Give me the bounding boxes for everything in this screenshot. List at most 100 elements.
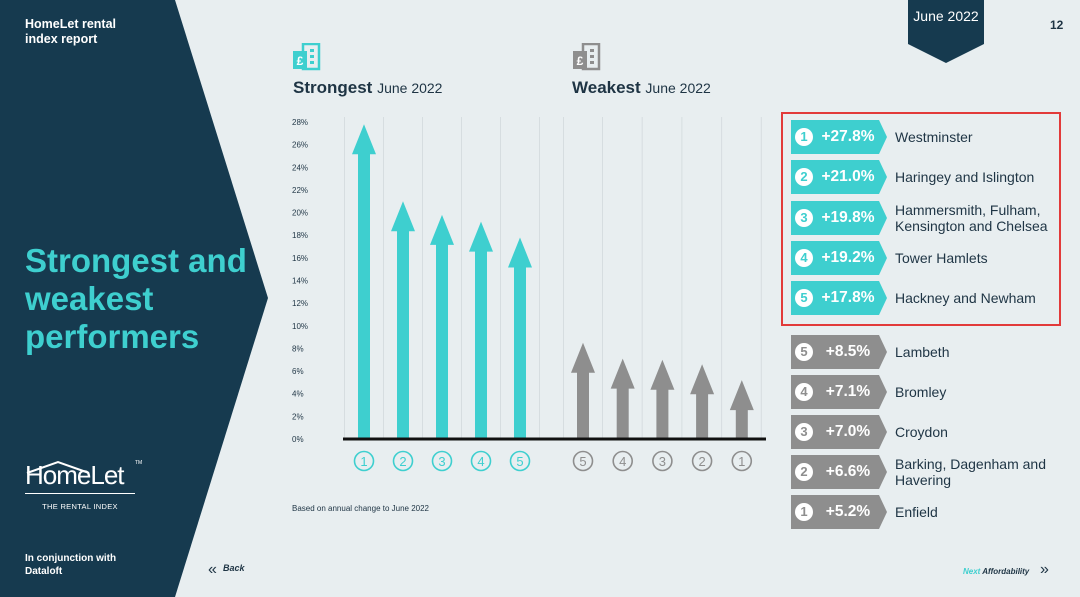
tag-shape [791,160,887,195]
category-circle [509,450,531,472]
strongest-highlight-box [781,112,1061,326]
y-tick-label: 14% [292,277,308,286]
next-link[interactable]: Next Affordability [963,567,1029,576]
next-label: Affordability [982,567,1030,576]
category-circle [691,450,713,472]
strongest-subtitle: June 2022 [377,80,443,96]
weakest-rank-row: 4 +7.1% Bromley [791,375,1063,409]
rank-number: 4 [795,248,813,267]
area-name: Barking, Dagenham and Havering [895,456,1046,488]
y-tick-label: 10% [292,322,308,331]
weakest-rank-row: 3 +7.0% Croydon [791,415,1063,449]
tag-shape [791,415,887,449]
strongest-rank-row: 5 +17.8% Hackney and Newham [791,281,1063,316]
category-label: 5 [516,454,523,469]
svg-text:£: £ [577,54,584,68]
rank-tag: 5 +17.8% [791,281,887,316]
logo-divider [25,493,135,494]
chart-footnote: Based on annual change to June 2022 [292,504,430,513]
strongest-rank-row: 4 +19.2% Tower Hamlets [791,240,1063,275]
category-label: 2 [698,454,705,469]
rank-tag: 2 +6.6% [791,455,887,489]
category-label: 1 [738,454,745,469]
area-name: Enfield [895,504,938,520]
page-headline: Strongest and weakest performers [25,242,247,355]
page-number: 12 [1050,18,1064,32]
back-link[interactable]: Back [223,563,245,573]
next-prefix: Next [963,567,981,576]
area-name: Bromley [895,384,947,400]
pound-building-icon: £ [293,43,321,71]
weakest-rank-row: 2 +6.6% Barking, Dagenham and Havering [791,455,1063,489]
y-tick-label: 2% [292,412,304,421]
logo-roof-icon [26,460,90,474]
rank-change: +7.1% [825,383,871,400]
chart-bar [729,380,754,439]
rank-change: +7.0% [825,423,871,440]
strongest-title: Strongest [293,78,373,97]
category-label: 3 [438,454,445,469]
partner-note: In conjunction with Dataloft [25,553,117,577]
y-tick-label: 20% [292,209,308,218]
rank-number: 1 [795,128,813,146]
category-circle [353,450,375,472]
area-name: Hackney and Newham [895,290,1036,307]
strongest-heading: Strongest June 2022 [293,78,442,98]
double-chevron-right-icon[interactable]: » [1040,561,1049,578]
rank-change: +21.0% [821,168,875,186]
tag-shape [791,281,887,316]
rank-number: 3 [795,423,813,441]
chart-bar [391,201,415,439]
rank-tag: 2 +21.0% [791,160,887,195]
rank-tag: 4 +19.2% [791,240,887,275]
category-circle [612,450,634,472]
category-label: 4 [619,454,626,469]
report-title: HomeLet rental index report [25,17,116,46]
y-tick-label: 0% [292,435,304,444]
chart-bar [571,342,595,439]
weakest-heading: Weakest June 2022 [572,78,711,98]
area-name: Haringey and Islington [895,169,1035,186]
tag-shape [791,200,887,235]
rank-number: 2 [795,463,813,481]
rank-change: +6.6% [825,463,871,480]
y-tick-label: 26% [292,141,308,150]
homelet-logo: HomeLet TM THE RENTAL INDEX [25,460,143,511]
chart-bar [352,124,376,439]
rank-number: 2 [795,168,813,187]
chart-bar [690,364,715,439]
category-circle [431,450,453,472]
rank-tag: 5 +8.5% [791,335,887,369]
tag-shape [791,335,887,369]
weakest-rank-row: 5 +8.5% Lambeth [791,335,1063,369]
left-panel: HomeLet rental index report Strongest an… [0,0,268,597]
rank-change: +17.8% [821,289,875,307]
double-chevron-left-icon[interactable]: « [208,561,217,578]
category-circle [652,450,673,472]
y-tick-label: 22% [292,186,308,195]
rank-tag: 4 +7.1% [791,375,887,409]
strongest-rank-row: 3 +19.8% Hammersmith, Fulham, Kensington a… [791,200,1063,235]
rank-tag: 3 +7.0% [791,415,887,449]
svg-text:£: £ [297,54,304,68]
y-tick-label: 12% [292,299,308,308]
rank-change: +19.8% [821,208,875,226]
category-circle [470,450,492,472]
category-circle [572,450,594,472]
area-name: Hammersmith, Fulham, Kensington and Chel… [895,201,1048,234]
rank-change: +19.2% [821,248,875,266]
rank-number: 4 [795,383,813,401]
rent-change-chart: 0% 2% 4% 6% 8% 10% 12% 14% 16% 18% 20% 22% 24% 26% 28%… [292,117,766,472]
category-circle [731,450,753,472]
tag-shape [791,495,887,529]
rank-tag: 3 +19.8% [791,200,887,235]
area-name: Lambeth [895,344,950,360]
category-label: 1 [360,454,367,469]
tag-shape [791,120,887,154]
tag-shape [791,375,887,409]
logo-trademark: TM [135,460,143,466]
chart-bar [610,358,635,439]
chart-bar [508,237,532,439]
category-circle [392,450,414,472]
weakest-rank-row: 1 +5.2% Enfield [791,495,1063,529]
